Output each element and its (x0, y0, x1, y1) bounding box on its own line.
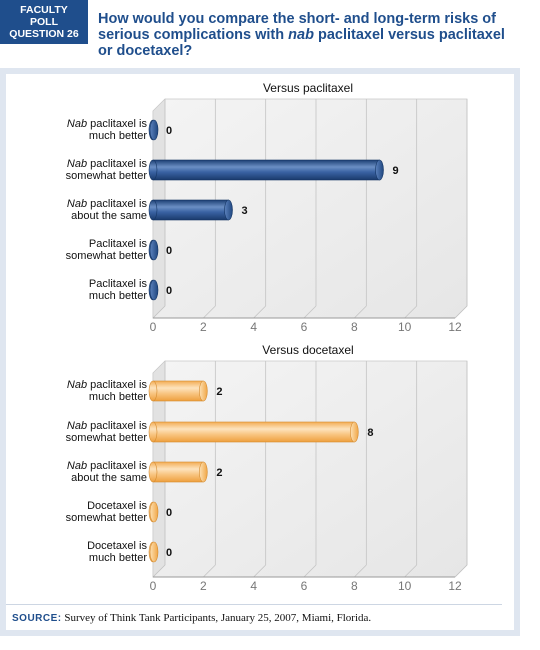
category-label: Nab paclitaxel is about the same (67, 198, 148, 222)
source-label: SOURCE: (12, 613, 62, 624)
category-label: Nab paclitaxel is much better (67, 379, 148, 403)
category-label: Nab paclitaxel is somewhat better (66, 158, 148, 182)
x-tick-label: 2 (200, 320, 207, 334)
x-tick-label: 6 (301, 320, 308, 334)
badge-line-1: FACULTY (20, 4, 68, 16)
gridline-floor (203, 564, 216, 578)
gridline-floor (152, 305, 166, 319)
poll-question: How would you compare the short- and lon… (98, 11, 518, 59)
value-label: 0 (166, 245, 172, 257)
gridline-floor (354, 305, 367, 319)
bar-end-cap (199, 380, 208, 402)
bar (152, 159, 380, 181)
value-label: 2 (216, 467, 222, 479)
source-divider (6, 604, 502, 605)
source-note: SOURCE: Survey of Think Tank Participant… (12, 612, 512, 624)
x-tick-label: 8 (351, 320, 358, 334)
gridline-floor (253, 305, 266, 319)
badge-line-2: POLL (30, 16, 58, 28)
gridline-floor (404, 564, 417, 578)
question-part-2: paclitaxel versus paclitaxel or docetaxe… (98, 27, 505, 59)
gridline-floor (203, 305, 216, 319)
chart-versus-docetaxel: Versus docetaxel 0 2 4 6 8 10 12 Nab paclitaxel … (66, 343, 468, 593)
x-tick-label: 10 (398, 579, 412, 593)
gridline-floor (303, 305, 317, 319)
badge-line-3: QUESTION 26 (9, 28, 79, 40)
bar-start-cap (148, 199, 158, 221)
gridline-floor (253, 564, 266, 578)
bar-start-cap (148, 461, 158, 483)
bar-start-cap (148, 380, 158, 402)
category-label: Docetaxel is much better (87, 540, 147, 564)
value-label: 0 (166, 507, 172, 519)
x-tick-label: 10 (398, 320, 412, 334)
x-tick-label: 8 (351, 579, 358, 593)
source-text: Survey of Think Tank Participants, Janua… (64, 612, 372, 624)
gridline-floor (404, 305, 417, 319)
gridline-floor (354, 564, 367, 578)
x-tick-label: 2 (200, 579, 207, 593)
category-label: Docetaxel is somewhat better (66, 500, 148, 524)
chart-title: Versus docetaxel (262, 343, 353, 357)
chart-versus-paclitaxel: Versus paclitaxel 0 2 4 6 8 10 12 Nab paclitaxel… (66, 81, 468, 334)
chart-title: Versus paclitaxel (263, 81, 353, 95)
bar-start-cap (148, 159, 158, 181)
bar-end-cap (149, 541, 159, 563)
gridline-floor (152, 564, 166, 578)
bar-end-cap (149, 501, 159, 523)
x-tick-label: 6 (301, 579, 308, 593)
category-label: Nab paclitaxel is much better (67, 118, 148, 142)
bar-end-cap (224, 199, 233, 221)
x-tick-label: 12 (448, 320, 462, 334)
value-label: 3 (242, 205, 248, 217)
faculty-poll-badge: FACULTY POLL QUESTION 26 (0, 0, 88, 44)
value-label: 0 (166, 125, 172, 137)
bar-end-cap (199, 461, 208, 483)
bar (152, 461, 204, 483)
x-tick-label: 4 (250, 320, 257, 334)
category-label: Paclitaxel is much better (89, 278, 148, 302)
category-label: Nab paclitaxel is somewhat better (66, 420, 148, 444)
value-label: 9 (393, 165, 399, 177)
header: FACULTY POLL QUESTION 26 How would you c… (0, 0, 540, 68)
bar (152, 421, 355, 443)
question-italic: nab (288, 27, 314, 43)
gridline-floor (454, 305, 468, 319)
bar-end-cap (149, 279, 159, 301)
question-part-1: How would you compare the short- and lon… (98, 11, 496, 43)
category-label: Paclitaxel is somewhat better (66, 238, 148, 262)
bar-start-cap (148, 421, 158, 443)
x-tick-label: 4 (250, 579, 257, 593)
bar-end-cap (350, 421, 359, 443)
bar-end-cap (149, 119, 159, 141)
x-tick-label: 0 (150, 320, 157, 334)
x-tick-label: 12 (448, 579, 462, 593)
value-label: 8 (367, 427, 373, 439)
bar-end-cap (149, 239, 159, 261)
bar-end-cap (375, 159, 384, 181)
bar (152, 380, 204, 402)
gridline-floor (454, 564, 468, 578)
category-label: Nab paclitaxel is about the same (67, 460, 148, 484)
gridline-floor (303, 564, 317, 578)
value-label: 0 (166, 547, 172, 559)
x-tick-label: 0 (150, 579, 157, 593)
bar (152, 199, 229, 221)
value-label: 0 (166, 285, 172, 297)
value-label: 2 (216, 386, 222, 398)
